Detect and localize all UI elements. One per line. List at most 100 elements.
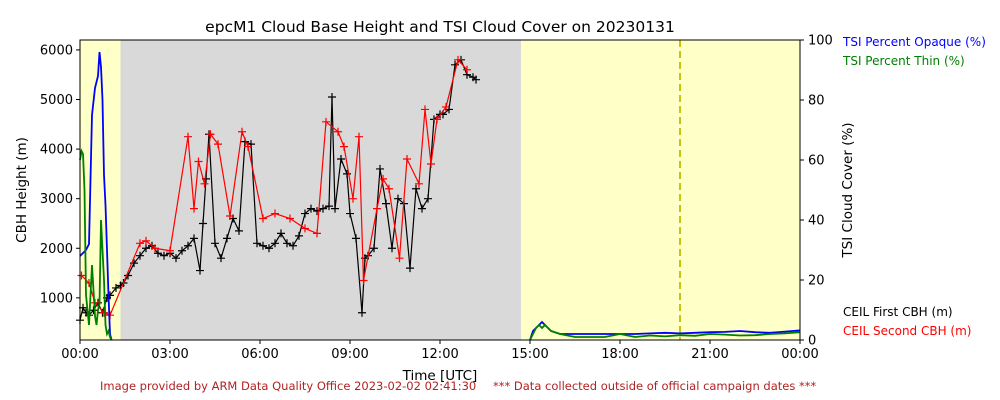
data-point-marker [388, 244, 396, 253]
data-point-marker [322, 117, 330, 126]
data-point-marker [463, 65, 471, 74]
x-tick-label: 12:00 [421, 347, 458, 362]
y-right-tick-label: 0 [808, 334, 816, 349]
data-point-marker [415, 179, 423, 188]
y-right-tick-label: 80 [808, 94, 825, 109]
axis-ticks: 00:00 03:00 06:00 09:00 12:00 15:00 18:00 21:00… [40, 34, 833, 363]
data-point-marker [200, 179, 209, 188]
x-tick-label: 00:00 [61, 347, 98, 362]
data-point-marker [349, 194, 357, 203]
y-left-tick-label: 2000 [40, 242, 73, 257]
data-point-marker [253, 239, 261, 248]
data-point-marker [226, 212, 234, 221]
data-point-marker [184, 132, 192, 141]
data-point-marker [418, 204, 426, 213]
y-left-tick-label: 3000 [40, 192, 73, 207]
data-point-marker [352, 234, 360, 243]
data-point-marker [286, 214, 294, 223]
y-left-tick-label: 5000 [40, 93, 73, 108]
data-point-marker [370, 244, 378, 253]
x-tick-label: 09:00 [331, 347, 368, 362]
data-point-marker [112, 283, 120, 292]
y-right-tick-label: 60 [808, 154, 825, 169]
data-point-marker [358, 308, 366, 317]
data-point-marker [301, 224, 309, 233]
data-point-marker [331, 204, 339, 213]
data-point-marker [334, 127, 342, 136]
data-point-marker [313, 207, 321, 216]
data-point-marker [385, 184, 393, 193]
y-left-tick-label: 4000 [40, 143, 73, 158]
data-point-marker [382, 199, 390, 208]
data-point-marker [142, 236, 150, 245]
x-tick-label: 18:00 [601, 347, 638, 362]
x-tick-label: 03:00 [151, 347, 188, 362]
x-tick-label: 15:00 [511, 347, 548, 362]
footer-campaign-warning: *** Data collected outside of official c… [493, 379, 817, 393]
data-point-marker [166, 246, 174, 255]
data-point-marker [394, 194, 402, 203]
data-point-marker [301, 209, 309, 218]
data-point-marker [172, 254, 180, 263]
x-tick-label: 06:00 [241, 347, 278, 362]
data-point-marker [406, 264, 414, 273]
data-point-marker [424, 194, 432, 203]
data-point-marker [265, 244, 273, 253]
data-point-marker [89, 306, 98, 315]
data-point-marker [325, 202, 333, 211]
series-tsi-percent-thin [79, 148, 801, 341]
y-left-tick-label: 6000 [40, 43, 73, 58]
data-point-marker [313, 229, 321, 238]
y-left-tick-label: 1000 [40, 291, 73, 306]
data-point-marker [433, 115, 441, 124]
series-line [529, 320, 801, 341]
legend-tsi-thin: TSI Percent Thin (%) [842, 54, 965, 68]
background-region [521, 40, 800, 340]
data-point-marker [283, 239, 291, 248]
data-point-marker [277, 229, 285, 238]
data-point-marker [412, 184, 420, 193]
data-point-marker [77, 271, 86, 280]
series-line [79, 58, 477, 321]
data-point-marker [395, 254, 404, 263]
chart-title: epcM1 Cloud Base Height and TSI Cloud Co… [205, 18, 675, 36]
legend-tsi-opaque: TSI Percent Opaque (%) [842, 35, 986, 49]
data-point-marker [451, 60, 459, 69]
x-tick-label: 00:00 [781, 347, 818, 362]
data-point-marker [206, 130, 215, 139]
data-point-marker [136, 239, 144, 248]
data-point-marker [271, 209, 279, 218]
x-axis-label: Time [UTC] [402, 368, 478, 384]
data-point-marker [442, 102, 450, 111]
data-point-marker [136, 251, 144, 260]
data-point-marker [355, 132, 363, 141]
data-point-marker [259, 214, 267, 223]
data-point-marker [184, 241, 192, 250]
data-point-marker [160, 251, 168, 260]
series-line [529, 323, 801, 341]
data-point-marker [379, 174, 387, 183]
data-point-marker [100, 308, 108, 317]
series-line [79, 51, 113, 341]
data-point-marker [427, 159, 435, 168]
data-point-marker [199, 219, 207, 228]
series-ceil-second-cbh-m [77, 55, 471, 320]
y-axis-left-label: CBH Height (m) [14, 137, 30, 243]
data-point-marker [217, 254, 225, 263]
x-tick-label: 21:00 [691, 347, 728, 362]
data-point-marker [346, 209, 354, 218]
series-line [79, 148, 113, 341]
legend-ceil-first: CEIL First CBH (m) [843, 305, 953, 319]
data-point-marker [106, 291, 114, 300]
data-point-marker [196, 266, 204, 275]
series-layer [76, 51, 801, 341]
data-point-marker [307, 204, 315, 213]
data-point-marker [454, 55, 462, 64]
data-point-marker [238, 127, 246, 136]
data-point-marker [214, 140, 222, 149]
data-point-marker [340, 142, 348, 151]
data-point-marker [190, 234, 198, 243]
data-point-marker [295, 231, 303, 240]
series-tsi-percent-opaque [79, 51, 801, 341]
